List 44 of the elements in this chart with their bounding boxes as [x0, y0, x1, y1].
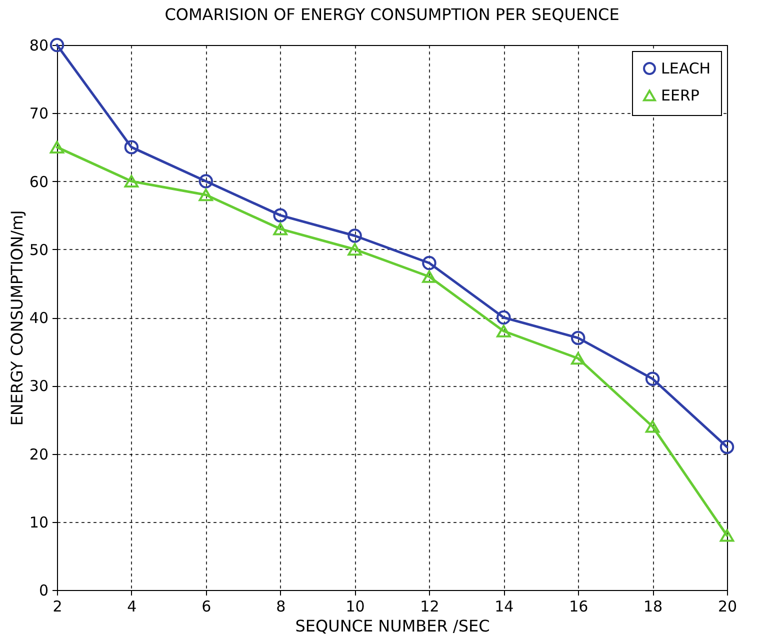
x-tick-label: 6	[202, 598, 212, 616]
x-tick-label: 14	[494, 598, 514, 616]
y-tick-label: 80	[29, 36, 48, 54]
point	[645, 372, 660, 386]
y-tick-label: 60	[29, 172, 48, 191]
x-tick-label: 10	[346, 598, 365, 616]
point	[124, 140, 139, 154]
point	[496, 310, 511, 325]
y-axis-title: ENERGY CONSUMPTION/mJ	[7, 210, 26, 426]
point	[645, 420, 660, 433]
x-tick-label: 2	[52, 598, 62, 616]
y-tick-label: 70	[29, 104, 48, 123]
point	[570, 352, 586, 365]
x-tick-label: 4	[127, 598, 137, 616]
x-tick-label: 20	[718, 598, 738, 616]
point	[422, 270, 436, 283]
point	[348, 243, 362, 256]
x-axis-title: SEQUNCE NUMBER /SEC	[295, 616, 490, 636]
x-tick-label: 18	[644, 598, 663, 616]
y-tick-label: 0	[38, 582, 48, 600]
point	[50, 140, 64, 154]
legend-label: EERP	[661, 86, 700, 104]
point	[348, 228, 362, 243]
point	[720, 440, 734, 454]
legend-label: LEACH	[661, 60, 711, 78]
point	[496, 324, 511, 338]
y-tick-label: 40	[29, 309, 48, 327]
point	[720, 529, 734, 542]
y-tick-label: 10	[29, 513, 48, 532]
chart-title: COMARISION OF ENERGY CONSUMPTION PER SEQUENCE	[164, 4, 620, 24]
y-tick-label: 20	[29, 445, 48, 464]
point	[273, 208, 288, 222]
y-tick-label: 50	[29, 240, 48, 259]
point	[198, 174, 214, 188]
point	[422, 256, 436, 270]
x-tick-label: 8	[276, 598, 286, 616]
point	[50, 38, 64, 52]
x-tick-label: 16	[569, 598, 588, 616]
x-tick-label: 12	[420, 598, 440, 616]
point	[570, 330, 586, 346]
point	[198, 188, 214, 202]
point	[273, 222, 288, 236]
point	[124, 174, 139, 188]
y-tick-label: 30	[29, 377, 48, 396]
